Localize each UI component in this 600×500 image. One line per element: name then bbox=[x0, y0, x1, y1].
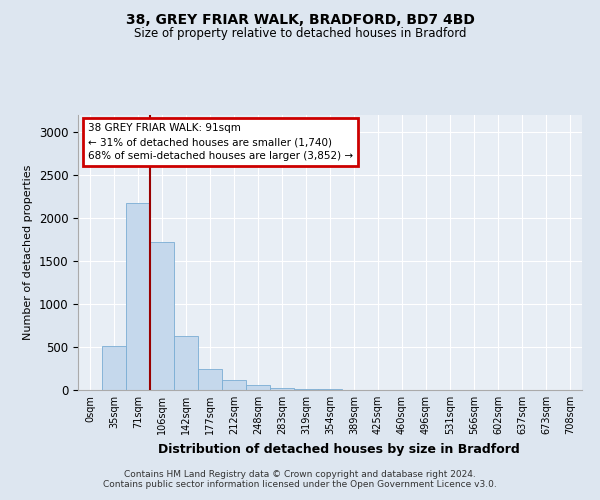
Bar bbox=[270, 388, 294, 390]
Bar bbox=[174, 336, 198, 390]
Bar bbox=[102, 346, 126, 390]
Bar bbox=[294, 389, 318, 390]
Text: 38, GREY FRIAR WALK, BRADFORD, BD7 4BD: 38, GREY FRIAR WALK, BRADFORD, BD7 4BD bbox=[125, 12, 475, 26]
Text: Distribution of detached houses by size in Bradford: Distribution of detached houses by size … bbox=[158, 442, 520, 456]
Text: Contains HM Land Registry data © Crown copyright and database right 2024.: Contains HM Land Registry data © Crown c… bbox=[124, 470, 476, 479]
Bar bbox=[126, 202, 150, 390]
Bar bbox=[246, 386, 270, 390]
Y-axis label: Number of detached properties: Number of detached properties bbox=[23, 165, 33, 340]
Bar bbox=[198, 370, 222, 390]
Text: Size of property relative to detached houses in Bradford: Size of property relative to detached ho… bbox=[134, 28, 466, 40]
Bar bbox=[150, 242, 174, 390]
Text: Contains public sector information licensed under the Open Government Licence v3: Contains public sector information licen… bbox=[103, 480, 497, 489]
Text: 38 GREY FRIAR WALK: 91sqm
← 31% of detached houses are smaller (1,740)
68% of se: 38 GREY FRIAR WALK: 91sqm ← 31% of detac… bbox=[88, 123, 353, 161]
Bar bbox=[222, 380, 246, 390]
